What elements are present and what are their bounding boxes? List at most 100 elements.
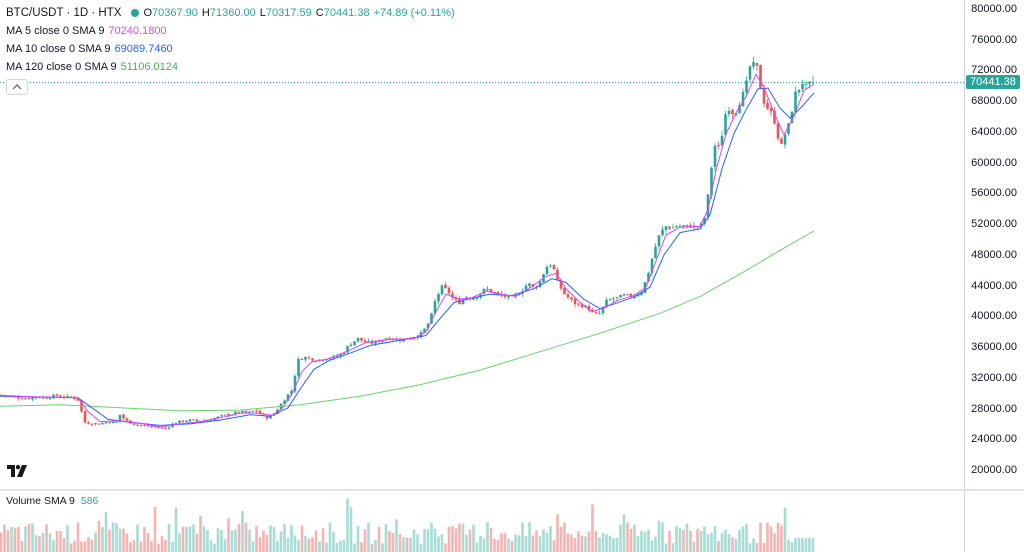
candle[interactable]: [811, 75, 815, 84]
candle[interactable]: [790, 111, 794, 124]
ma120-line[interactable]: [0, 230, 815, 412]
candle[interactable]: [507, 295, 510, 300]
candle[interactable]: [626, 293, 629, 296]
volume-axis[interactable]: [964, 491, 1024, 552]
candle[interactable]: [801, 79, 804, 92]
candle[interactable]: [755, 62, 759, 71]
candle[interactable]: [52, 393, 55, 400]
candle[interactable]: [164, 426, 167, 430]
candle[interactable]: [104, 421, 108, 425]
candle[interactable]: [797, 89, 801, 97]
candle[interactable]: [258, 409, 262, 415]
candle[interactable]: [167, 426, 171, 431]
candle[interactable]: [650, 257, 654, 277]
candle[interactable]: [426, 322, 430, 331]
candle[interactable]: [447, 285, 451, 296]
candle[interactable]: [55, 393, 59, 397]
ma5-line[interactable]: [0, 73, 815, 428]
volume-pane[interactable]: Volume SMA 9 586: [0, 491, 964, 552]
candle[interactable]: [619, 294, 622, 298]
candle[interactable]: [573, 296, 577, 308]
candle[interactable]: [87, 420, 90, 425]
candle[interactable]: [59, 394, 62, 398]
candle[interactable]: [356, 337, 360, 343]
candle[interactable]: [97, 423, 101, 425]
candle[interactable]: [598, 310, 601, 315]
candle[interactable]: [783, 131, 787, 149]
price-axis[interactable]: 80000.00 76000.00 72000.00 68000.00 64000.00…: [964, 0, 1024, 489]
candle[interactable]: [661, 226, 664, 237]
candle[interactable]: [458, 296, 461, 305]
candle[interactable]: [31, 397, 34, 402]
candle[interactable]: [759, 64, 762, 89]
candle[interactable]: [776, 120, 780, 142]
candle[interactable]: [360, 337, 363, 343]
candle[interactable]: [251, 410, 255, 413]
candle[interactable]: [657, 235, 661, 250]
candle[interactable]: [794, 86, 797, 114]
candle[interactable]: [297, 357, 300, 379]
volume-chart-canvas[interactable]: [0, 491, 964, 552]
candle[interactable]: [136, 423, 139, 427]
candle[interactable]: [174, 422, 178, 425]
candle[interactable]: [304, 356, 307, 363]
candle[interactable]: [346, 345, 349, 355]
candle[interactable]: [94, 422, 97, 426]
candle[interactable]: [549, 264, 552, 268]
candle[interactable]: [720, 130, 724, 146]
candle[interactable]: [108, 421, 111, 424]
candle[interactable]: [192, 419, 195, 421]
candle[interactable]: [514, 292, 517, 299]
candle[interactable]: [713, 142, 717, 172]
candle[interactable]: [741, 88, 745, 108]
candle[interactable]: [668, 225, 671, 230]
candle[interactable]: [766, 98, 769, 111]
candle[interactable]: [311, 357, 314, 362]
symbol-title[interactable]: BTC/USDT · 1D · HTX: [6, 7, 122, 19]
candle[interactable]: [724, 110, 727, 136]
indicator-row-ma10[interactable]: MA 10 close 0 SMA 9 69089.7460: [6, 40, 459, 58]
candle[interactable]: [731, 108, 734, 119]
candle[interactable]: [307, 355, 311, 360]
candle[interactable]: [748, 64, 752, 83]
candle[interactable]: [353, 341, 356, 347]
candle[interactable]: [430, 312, 433, 325]
candle[interactable]: [433, 298, 437, 315]
candle[interactable]: [804, 81, 808, 90]
candle[interactable]: [188, 418, 192, 423]
candle[interactable]: [745, 76, 748, 98]
candle[interactable]: [664, 225, 668, 234]
candle[interactable]: [125, 417, 129, 422]
candle[interactable]: [545, 264, 549, 275]
candle[interactable]: [570, 296, 573, 302]
candle[interactable]: [608, 297, 612, 301]
candle[interactable]: [587, 303, 591, 313]
candle[interactable]: [349, 342, 353, 347]
candle[interactable]: [675, 225, 678, 228]
ma10-line[interactable]: [0, 87, 815, 426]
candle[interactable]: [293, 374, 297, 394]
candle[interactable]: [440, 284, 444, 296]
candle[interactable]: [122, 413, 125, 421]
candle[interactable]: [255, 408, 258, 413]
candle[interactable]: [787, 123, 790, 137]
candle[interactable]: [503, 292, 507, 300]
candle[interactable]: [90, 422, 94, 426]
candle[interactable]: [580, 302, 584, 309]
volume-legend[interactable]: Volume SMA 9 586: [6, 495, 98, 507]
candle[interactable]: [577, 302, 580, 307]
candle[interactable]: [717, 141, 720, 150]
candle[interactable]: [363, 338, 367, 343]
price-chart-canvas[interactable]: [0, 0, 964, 489]
price-pane[interactable]: BTC/USDT · 1D · HTX O 70367.90 H 71360.0…: [0, 0, 964, 489]
candle[interactable]: [132, 423, 136, 426]
candle[interactable]: [27, 397, 31, 400]
candle[interactable]: [83, 409, 87, 424]
candle[interactable]: [654, 243, 657, 259]
collapse-legend-button[interactable]: [6, 79, 28, 95]
candle[interactable]: [612, 296, 615, 303]
candle[interactable]: [475, 297, 479, 301]
candle[interactable]: [24, 397, 27, 400]
indicator-row-ma120[interactable]: MA 120 close 0 SMA 9 51106.0124: [6, 58, 459, 76]
candle[interactable]: [752, 56, 755, 70]
